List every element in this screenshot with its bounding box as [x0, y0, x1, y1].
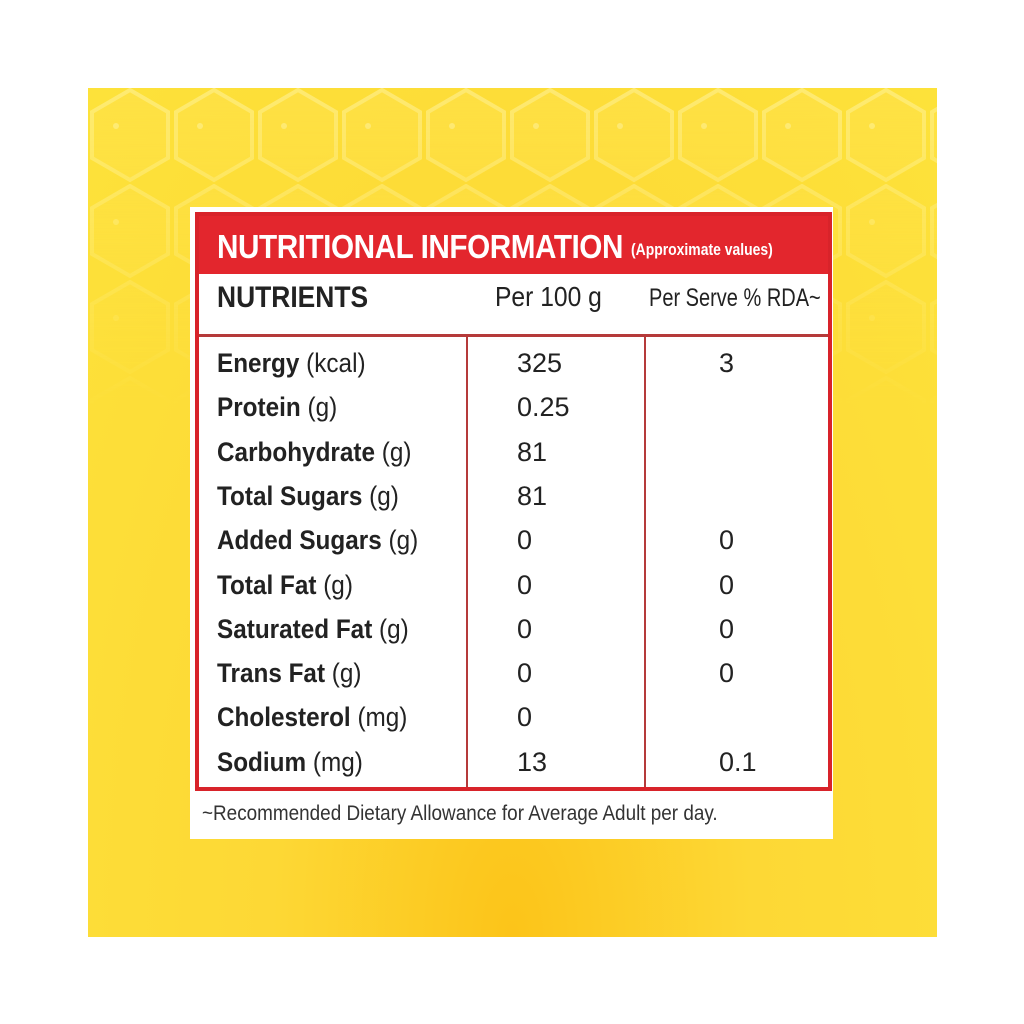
nutrient-unit: (kcal) [306, 348, 366, 378]
per-100g-value: 13 [517, 746, 548, 777]
table-row: Total Fat (g) 0 0 [199, 566, 828, 610]
nutrient-name: Carbohydrate (g) [217, 437, 411, 468]
per-100g-value: 0 [517, 525, 533, 556]
column-divider [466, 337, 468, 787]
nutrient-name: Energy (kcal) [217, 348, 366, 379]
rda-value: 0.1 [719, 746, 757, 777]
table-row: Trans Fat (g) 0 0 [199, 654, 828, 698]
per-100g-value: 0 [517, 569, 533, 600]
nutrient-label: Total Sugars [217, 480, 363, 511]
label-title: NUTRITIONAL INFORMATION [217, 228, 623, 265]
label-subtitle: (Approximate values) [631, 240, 773, 259]
header-divider [199, 334, 828, 337]
nutrient-unit: (mg) [312, 746, 363, 777]
nutrient-label: Sodium [217, 746, 307, 777]
nutrient-name: Cholesterol (mg) [217, 702, 407, 733]
table-row: Saturated Fat (g) 0 0 [199, 610, 828, 654]
nutrition-table: NUTRITIONAL INFORMATION (Approximate val… [195, 212, 832, 791]
rda-value: 3 [719, 348, 735, 378]
column-header-per-100g: Per 100 g [495, 281, 602, 312]
nutrient-label: Total Fat [217, 569, 317, 600]
nutrient-label: Carbohydrate [217, 436, 375, 467]
footnote: ~Recommended Dietary Allowance for Avera… [202, 802, 718, 825]
label-header: NUTRITIONAL INFORMATION (Approximate val… [199, 216, 828, 274]
nutrient-name: Saturated Fat (g) [217, 614, 409, 645]
per-100g-value: 0.25 [517, 392, 570, 423]
nutrient-name: Sodium (mg) [217, 747, 363, 778]
nutrient-unit: (g) [379, 613, 409, 644]
nutrient-unit: (mg) [357, 702, 408, 733]
nutrient-unit: (g) [331, 658, 362, 689]
column-header-rda: Per Serve % RDA~ [649, 284, 821, 312]
nutrient-name: Added Sugars (g) [217, 525, 418, 556]
rda-value: 0 [719, 525, 735, 556]
nutrient-label: Cholesterol [217, 702, 351, 733]
nutrient-name: Total Sugars (g) [217, 481, 399, 512]
nutrient-label: Saturated Fat [217, 613, 373, 644]
column-header-nutrients: NUTRIENTS [217, 281, 369, 314]
nutrient-unit: (g) [323, 569, 353, 600]
rda-value: 0 [719, 569, 735, 600]
table-row: Cholesterol (mg) 0 [199, 698, 828, 742]
nutrient-label: Added Sugars [217, 525, 382, 556]
per-100g-value: 325 [517, 348, 563, 378]
nutrient-unit: (g) [388, 525, 419, 556]
nutrient-unit: (g) [381, 436, 412, 467]
nutrient-label: Protein [217, 392, 301, 423]
per-100g-value: 0 [517, 658, 533, 689]
nutrient-label: Trans Fat [217, 658, 326, 689]
table-row: Carbohydrate (g) 81 [199, 433, 828, 477]
table-row: Protein (g) 0.25 [199, 388, 828, 432]
column-divider [644, 337, 646, 787]
per-100g-value: 81 [517, 480, 548, 511]
per-100g-value: 0 [517, 613, 533, 644]
nutrient-name: Protein (g) [217, 392, 337, 423]
nutrient-name: Total Fat (g) [217, 570, 353, 601]
nutrient-unit: (g) [369, 480, 399, 511]
per-100g-value: 81 [517, 436, 548, 467]
per-100g-value: 0 [517, 702, 533, 733]
rda-value: 0 [719, 658, 735, 689]
table-row: Added Sugars (g) 0 0 [199, 521, 828, 565]
nutrient-label: Energy [217, 348, 300, 378]
nutrient-unit: (g) [307, 392, 338, 423]
table-row: Total Sugars (g) 81 [199, 477, 828, 521]
table-row: Energy (kcal) 325 3 [199, 344, 828, 388]
rda-value: 0 [719, 613, 735, 644]
nutrition-label: NUTRITIONAL INFORMATION (Approximate val… [190, 207, 833, 839]
nutrient-name: Trans Fat (g) [217, 658, 362, 689]
table-row: Sodium (mg) 13 0.1 [199, 743, 828, 787]
